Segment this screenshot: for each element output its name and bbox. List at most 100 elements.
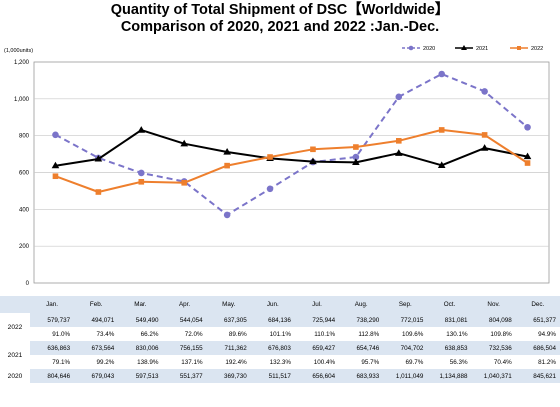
table-month-header: Apr.: [162, 296, 207, 313]
data-point-2020: [395, 93, 403, 101]
table-month-header: Nov.: [471, 296, 516, 313]
table-percent-cell: 56.3%: [427, 355, 472, 369]
data-point-2020: [524, 123, 531, 131]
table-percent-cell: 130.1%: [427, 327, 472, 341]
table-percent-cell: 109.6%: [383, 327, 428, 341]
table-percent-cell: 110.1%: [294, 327, 340, 341]
table-value-cell: 845,621: [515, 369, 560, 383]
y-tick-label: 600: [19, 171, 30, 177]
data-point-2021: [437, 161, 446, 168]
data-point-2022: [95, 189, 102, 195]
table-percent-cell: 70.4%: [471, 355, 516, 369]
table-row: 79.1% 99.2% 138.9% 137.1% 192.4% 132.3% 100.4%…: [0, 355, 560, 369]
chart-title-line1: Quantity of Total Shipment of DSC【Worldw…: [110, 2, 450, 18]
table-header-row: Jan. Feb. Mar. Apr. May. Jun. Jul. Aug. Sep. Oct.…: [0, 296, 560, 313]
table-value-cell: 804,646: [30, 369, 75, 383]
table-value-cell: 597,513: [118, 369, 163, 383]
data-point-2021: [94, 154, 103, 162]
table-month-header: Sep.: [383, 296, 428, 313]
table-value-cell: 638,853: [427, 341, 472, 355]
table-value-cell: 549,490: [118, 313, 163, 327]
table-value-cell: 369,730: [206, 369, 251, 383]
table-value-cell: 679,043: [74, 369, 119, 383]
table-percent-cell: 79.1%: [30, 355, 75, 369]
table-value-cell: 1,040,371: [471, 369, 516, 383]
table-percent-cell: 95.7%: [339, 355, 384, 369]
table-value-cell: 772,015: [383, 313, 428, 327]
table-percent-cell: 66.2%: [118, 327, 163, 341]
y-axis-unit-label: (1,000units): [4, 48, 33, 54]
table-percent-cell: 91.0%: [30, 327, 75, 341]
table-month-header: May.: [206, 296, 251, 313]
data-point-2020: [266, 185, 274, 193]
data-point-2020: [52, 131, 59, 139]
table-value-cell: 544,054: [162, 313, 207, 327]
table-month-header: Jun.: [250, 296, 295, 313]
table-value-cell: 830,006: [118, 341, 163, 355]
table-value-cell: 651,377: [515, 313, 560, 327]
table-percent-cell: 101.1%: [250, 327, 295, 341]
legend-marker-2021: [461, 45, 467, 50]
table-percent-cell: 112.8%: [339, 327, 384, 341]
table-month-header: Jan.: [30, 296, 75, 313]
table-month-header: Feb.: [74, 296, 119, 313]
table-percent-cell: 89.6%: [206, 327, 251, 341]
table-percent-cell: 69.7%: [383, 355, 428, 369]
line-chart: 0 200 400 600 800 1,000 1,200 (1,000units) 2020 2…: [4, 45, 550, 287]
table-value-cell: 673,564: [74, 341, 119, 355]
table-corner-cell: [0, 296, 30, 313]
data-point-2020: [223, 211, 231, 219]
table-percent-cell: 138.9%: [118, 355, 163, 369]
data-point-2022: [138, 179, 145, 185]
data-point-2020: [481, 88, 488, 95]
table-value-cell: 1,011,049: [383, 369, 428, 383]
data-point-2022: [267, 154, 273, 160]
table-value-cell: 683,933: [339, 369, 384, 383]
legend-marker-2020: [408, 45, 414, 51]
data-point-2022: [310, 146, 316, 153]
table-percent-cell: 192.4%: [206, 355, 251, 369]
table-year-label: 2022: [0, 313, 30, 341]
table-value-cell: 654,746: [339, 341, 384, 355]
table-percent-cell: 73.4%: [74, 327, 119, 341]
table-value-cell: 711,362: [206, 341, 251, 355]
table-value-cell: 686,504: [515, 341, 560, 355]
data-point-2021: [223, 147, 231, 155]
data-point-2021: [137, 126, 146, 133]
table-value-cell: 676,803: [250, 341, 295, 355]
table-value-cell: 704,702: [383, 341, 428, 355]
table-value-cell: 831,081: [427, 313, 472, 327]
table-row: 2022 579,737 494,071 549,490 544,054 637,305 6…: [0, 313, 560, 341]
data-point-2022: [224, 162, 230, 169]
legend-label-2022: 2022: [531, 46, 543, 52]
y-tick-label: 400: [19, 207, 30, 213]
table-value-cell: 725,944: [294, 313, 340, 327]
data-point-2022: [395, 138, 402, 144]
legend-label-2021: 2021: [476, 46, 488, 52]
table-value-cell: 1,134,888: [427, 369, 472, 383]
legend-marker-2022: [517, 46, 521, 50]
table-percent-cell: 72.0%: [162, 327, 207, 341]
data-point-2022: [438, 127, 445, 133]
table-percent-cell: 137.1%: [162, 355, 207, 369]
table-percent-cell: 100.4%: [294, 355, 340, 369]
data-point-2021: [523, 152, 532, 160]
data-table: Jan. Feb. Mar. Apr. May. Jun. Jul. Aug. Sep. Oct.…: [0, 296, 560, 383]
table-value-cell: 551,377: [162, 369, 207, 383]
table-row: 91.0% 73.4% 66.2% 72.0% 89.6% 101.1% 110.1% 112…: [0, 327, 560, 341]
table-value-cell: 659,427: [294, 341, 340, 355]
data-point-2021: [180, 139, 189, 147]
table-value-cell: 738,290: [339, 313, 384, 327]
table-month-header: Aug.: [339, 296, 384, 313]
data-point-2021: [51, 161, 60, 169]
table-percent-cell: 94.9%: [515, 327, 560, 341]
table-value-cell: 511,517: [250, 369, 295, 383]
data-point-2021: [352, 158, 360, 166]
table-month-header: Mar.: [118, 296, 163, 313]
series-line-2022: [55, 128, 529, 193]
table-percent-cell: 99.2%: [74, 355, 119, 369]
data-point-2021: [480, 144, 489, 151]
chart-title-line2: Comparison of 2020, 2021 and 2022 :Jan.-…: [120, 19, 440, 35]
table-year-label: 2020: [0, 369, 30, 383]
data-point-2022: [181, 180, 188, 186]
